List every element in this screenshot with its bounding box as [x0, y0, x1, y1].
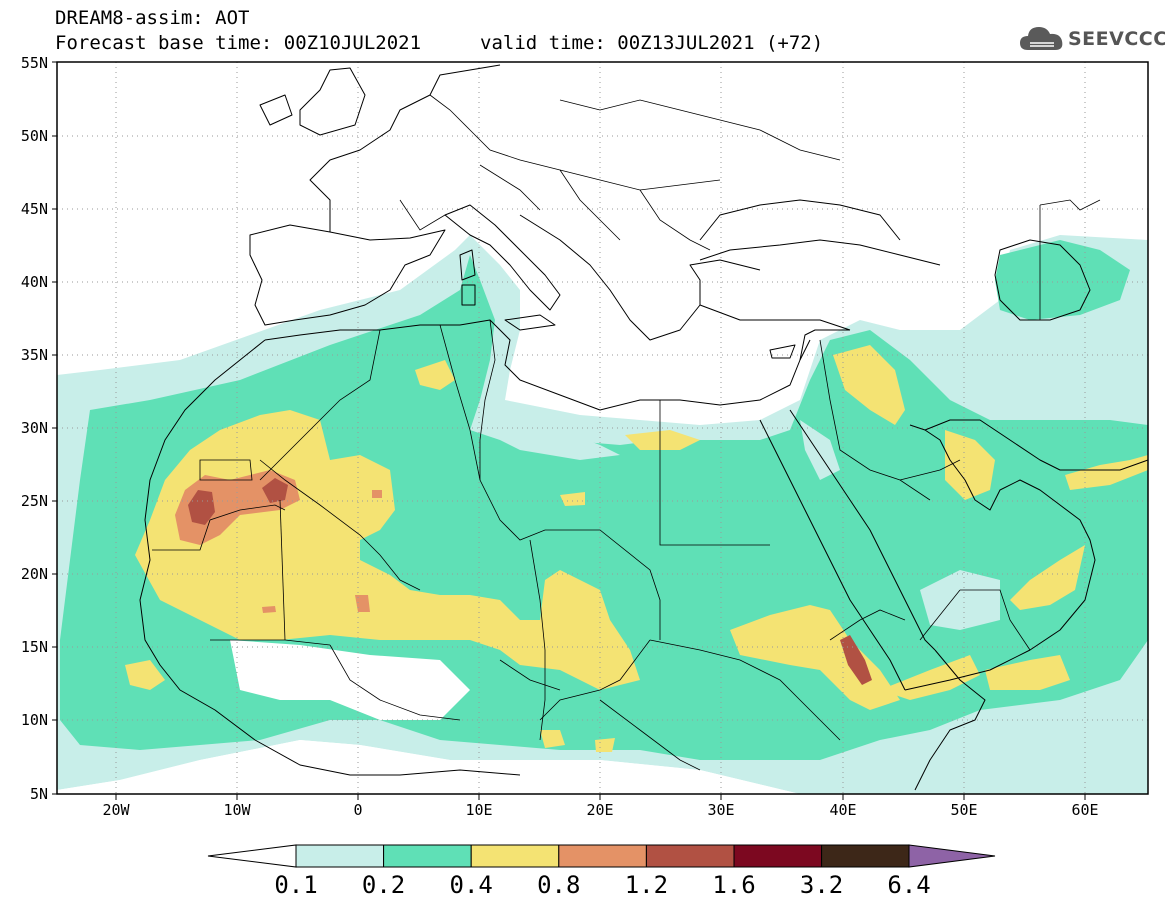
forecast-times: Forecast base time: 00Z10JUL2021 valid ti… [55, 32, 823, 54]
lat-labels: 55N 50N 45N 40N 35N 30N 25N 20N 15N 10N … [21, 54, 48, 803]
lon-label: 10E [465, 801, 492, 819]
field-high [880, 655, 980, 700]
field-high [985, 655, 1070, 690]
lon-label: 40E [829, 801, 856, 819]
base-time: Forecast base time: 00Z10JUL2021 [55, 32, 422, 54]
field-high [540, 730, 565, 748]
field-high [125, 660, 165, 690]
tick-marks [52, 61, 1086, 800]
colorbar-swatch [645, 844, 735, 868]
field-high [730, 605, 900, 710]
colorbar-label: 6.4 [887, 871, 930, 899]
field-high [945, 430, 995, 500]
lat-label: 5N [30, 785, 48, 803]
lat-label: 25N [21, 492, 48, 510]
lon-label: 20E [586, 801, 613, 819]
lat-label: 30N [21, 419, 48, 437]
colorbar-label: 1.2 [625, 871, 668, 899]
field-clear [57, 740, 800, 794]
lon-labels: 20W 10W 0 10E 20E 30E 40E 50E 60E [102, 801, 1098, 819]
field-low [800, 420, 840, 480]
lat-label: 45N [21, 200, 48, 218]
aot-field [57, 235, 1148, 794]
valid-time: valid time: 00Z13JUL2021 (+72) [480, 32, 824, 54]
coastlines [139, 64, 1148, 791]
lat-label: 20N [21, 565, 48, 583]
field-high [1065, 455, 1148, 490]
lat-label: 15N [21, 638, 48, 656]
field-very-high [355, 595, 370, 612]
lon-label: 60E [1071, 801, 1098, 819]
field-very-high [262, 606, 276, 613]
colorbar-label: 1.6 [712, 871, 755, 899]
colorbar-swatch [733, 844, 823, 868]
political-borders [152, 94, 1101, 771]
lon-label: 20W [102, 801, 130, 819]
field-extreme [188, 490, 215, 525]
lon-label: 50E [950, 801, 977, 819]
lat-label: 55N [21, 54, 48, 72]
seevccc-logo: SEEVCCC [1018, 22, 1165, 58]
colorbar-label: 3.2 [800, 871, 843, 899]
product-title: DREAM8-assim: AOT [55, 7, 250, 29]
colorbar-label: 0.8 [537, 871, 580, 899]
field-low [960, 340, 1148, 420]
colorbar-low-arrow [207, 844, 297, 868]
lat-label: 40N [21, 273, 48, 291]
lon-label: 30E [707, 801, 734, 819]
field-high [625, 430, 700, 450]
colorbar-label: 0.4 [450, 871, 493, 899]
colorbar-swatch [821, 844, 910, 868]
lat-label: 10N [21, 711, 48, 729]
graticule [57, 62, 1148, 794]
logo-text: SEEVCCC [1068, 28, 1165, 50]
field-high [1010, 545, 1085, 610]
lon-label: 10W [223, 801, 251, 819]
field-extreme [262, 478, 288, 503]
lat-label: 50N [21, 127, 48, 145]
field-medium [995, 240, 1130, 320]
lon-label: 0 [353, 801, 362, 819]
field-very-high [372, 490, 382, 498]
colorbar-label: 0.2 [362, 871, 405, 899]
field-low [500, 420, 620, 460]
colorbar: 0.1 0.2 0.4 0.8 1.2 1.6 3.2 6.4 [207, 844, 996, 899]
field-high [833, 345, 905, 425]
colorbar-swatch [383, 844, 472, 868]
colorbar-swatch [558, 844, 647, 868]
field-high [415, 360, 455, 390]
colorbar-swatch [470, 844, 560, 868]
cloud-icon [1020, 27, 1063, 50]
colorbar-swatch [295, 844, 385, 868]
colorbar-high-arrow [908, 844, 996, 868]
lat-label: 35N [21, 346, 48, 364]
colorbar-label: 0.1 [274, 871, 317, 899]
field-high [595, 738, 615, 752]
field-high [560, 492, 585, 506]
